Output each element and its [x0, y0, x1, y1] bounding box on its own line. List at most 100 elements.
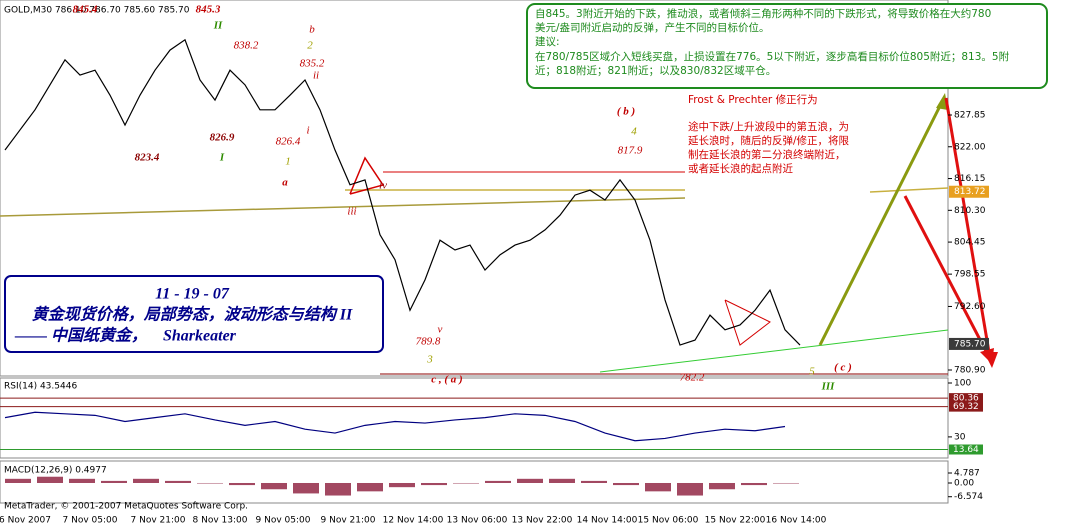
- macd-bar: [517, 478, 543, 483]
- macd-bar: [741, 482, 767, 486]
- wave-label: I: [219, 152, 225, 164]
- title-line: 黄金现货价格，局部势态，波动形态与结构 II: [32, 306, 353, 324]
- wave-label: 5: [809, 366, 815, 378]
- y-tick-label: 804.45: [954, 238, 986, 248]
- wave-label: iv: [379, 180, 387, 192]
- macd-bar: [613, 482, 639, 486]
- wave-label: 3: [426, 354, 433, 366]
- macd-bar: [357, 482, 383, 492]
- wave-label: ( c ): [834, 362, 852, 374]
- rsi-marker: [949, 401, 983, 412]
- macd-tick-label: 0.00: [954, 478, 974, 488]
- frost-line: 途中下跌/上升波段中的第五浪，为: [688, 120, 849, 133]
- wave-label: b: [309, 24, 315, 36]
- y-tick-label: 780.90: [954, 366, 986, 376]
- macd-bar: [325, 482, 351, 496]
- price-marker-label: 813.72: [954, 187, 986, 197]
- frost-title: Frost & Prechter 修正行为: [688, 93, 818, 106]
- y-tick-label: 816.15: [954, 174, 986, 184]
- wave-label: c , ( a ): [431, 374, 462, 386]
- rsi-marker-label: 69.32: [953, 402, 979, 412]
- footer: MetaTrader, © 2001-2007 MetaQuotes Softw…: [4, 502, 248, 512]
- wave-label: 845.4: [73, 4, 98, 16]
- x-tick-label: 9 Nov 21:00: [321, 516, 376, 526]
- macd-panel: [0, 460, 949, 504]
- price-marker: [949, 337, 989, 350]
- macd-bar: [645, 482, 671, 492]
- x-tick-label: 9 Nov 05:00: [256, 516, 311, 526]
- frost-line: 或者延长浪的起点附近: [688, 162, 793, 175]
- price-marker: [949, 185, 989, 198]
- macd-bar: [37, 476, 63, 483]
- macd-bar: [677, 482, 703, 496]
- x-tick-label: 7 Nov 21:00: [131, 516, 186, 526]
- wave-label: v: [438, 324, 443, 336]
- price-marker-label: 785.70: [954, 339, 986, 349]
- title-line: 11 - 19 - 07: [155, 286, 230, 303]
- y-tick-label: 792.60: [954, 302, 986, 312]
- macd-bar: [389, 482, 415, 488]
- macd-bar: [421, 482, 447, 486]
- rsi-panel: [0, 377, 949, 459]
- macd-bar: [165, 480, 191, 483]
- macd-title: MACD(12,26,9) 0.4977: [4, 466, 107, 476]
- x-tick-label: 13 Nov 22:00: [512, 516, 573, 526]
- wave-label: 826.4: [276, 136, 301, 148]
- macd-bar: [485, 480, 511, 483]
- rsi-title: RSI(14) 43.5446: [4, 382, 77, 392]
- note-box: [526, 3, 1048, 89]
- x-tick-label: 7 Nov 05:00: [63, 516, 118, 526]
- wave-label: a: [282, 177, 288, 189]
- wave-label: iii: [347, 206, 356, 218]
- x-tick-label: 8 Nov 13:00: [193, 516, 248, 526]
- trend-lines: [0, 93, 998, 375]
- x-tick-label: 15 Nov 22:00: [705, 516, 766, 526]
- macd-bar: [549, 478, 575, 483]
- y-tick-label: 822.00: [954, 142, 986, 152]
- rsi-line: [4, 411, 786, 442]
- rsi-marker: [949, 393, 983, 404]
- title-line: —— 中国纸黄金， Sharkeater: [14, 327, 237, 345]
- y-tick-label: 798.55: [954, 270, 986, 280]
- wave-label: 2: [307, 40, 313, 52]
- header: GOLD,M30 786.10 786.70 785.60 785.70: [4, 6, 190, 16]
- y-tick-label: 827.85: [954, 110, 986, 120]
- note-line: 近；818附近；821附近；以及830/832区域平仓。: [535, 64, 776, 77]
- macd-tick-label: 4.787: [954, 468, 980, 478]
- rsi-marker: [949, 444, 983, 455]
- frost-line: 延长浪时，随后的反弹/修正，将限: [688, 134, 850, 147]
- wave-label: 826.9: [210, 132, 235, 144]
- rsi-tick-label: 100: [954, 379, 971, 389]
- wave-label: 823.4: [135, 152, 160, 164]
- x-tick-label: 16 Nov 14:00: [766, 516, 827, 526]
- note-line: 在780/785区域介入短线买盘，止损设置在776。5以下附近，逐步高看目标价位…: [535, 50, 1010, 63]
- wave-label: III: [821, 381, 836, 393]
- wave-label: II: [213, 20, 223, 32]
- note-line: 建议:: [535, 35, 560, 48]
- macd-bar: [133, 478, 159, 483]
- macd-bar: [709, 482, 735, 490]
- macd-bar: [5, 478, 31, 483]
- macd-bar: [197, 482, 223, 484]
- wave-label: ii: [313, 70, 319, 82]
- price-line: [4, 38, 801, 346]
- macd-bar: [101, 480, 127, 483]
- rsi-tick-label: 30: [954, 432, 966, 442]
- x-tick-label: 14 Nov 14:00: [577, 516, 638, 526]
- wave-label: 838.2: [234, 40, 259, 52]
- x-tick-label: 12 Nov 14:00: [383, 516, 444, 526]
- note-line: 自845。3附近开始的下跌，推动浪，或者倾斜三角形两种不同的下跌形式，将导致价格…: [535, 7, 991, 20]
- macd-bar: [581, 480, 607, 483]
- rsi-marker-label: 13.64: [953, 445, 979, 455]
- x-tick-label: 13 Nov 06:00: [447, 516, 508, 526]
- wave-label: 782.2: [680, 372, 705, 384]
- macd-tick-label: -6.574: [954, 492, 983, 502]
- wave-label: 817.9: [618, 145, 643, 157]
- title-box: [4, 275, 384, 353]
- macd-bar: [261, 482, 287, 490]
- macd-bar: [453, 482, 479, 484]
- y-tick-label: 810.30: [954, 206, 986, 216]
- x-tick-label: 15 Nov 06:00: [638, 516, 699, 526]
- wave-label: 789.8: [416, 336, 441, 348]
